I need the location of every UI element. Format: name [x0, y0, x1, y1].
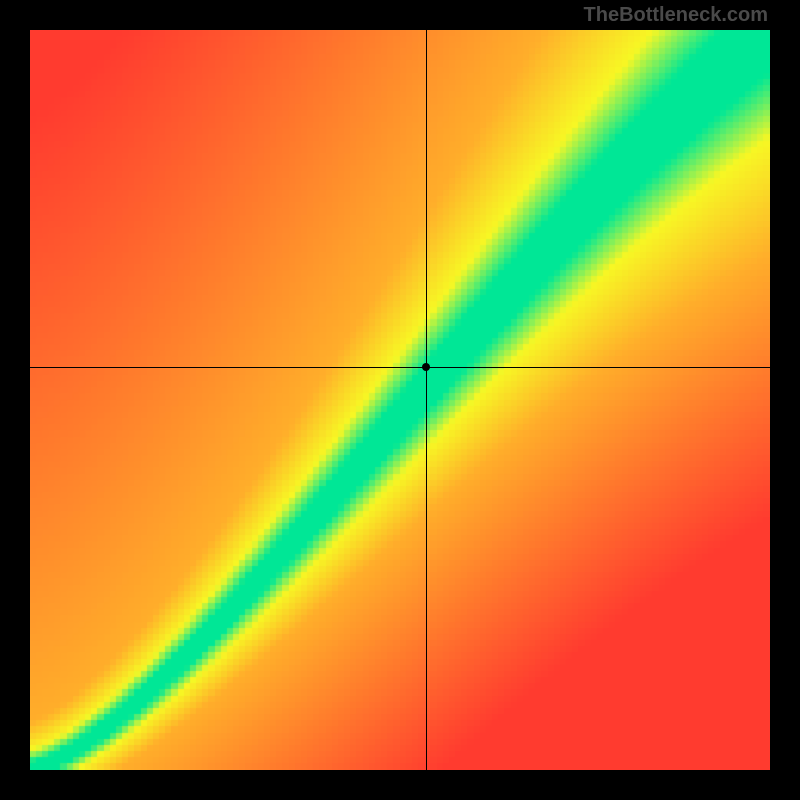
crosshair-horizontal [30, 367, 770, 368]
marker-dot [422, 363, 430, 371]
crosshair-vertical [426, 30, 427, 770]
heatmap-canvas [30, 30, 770, 770]
heatmap-canvas-holder [30, 30, 770, 770]
plot-frame [30, 30, 770, 770]
watermark-text: TheBottleneck.com [584, 4, 768, 27]
